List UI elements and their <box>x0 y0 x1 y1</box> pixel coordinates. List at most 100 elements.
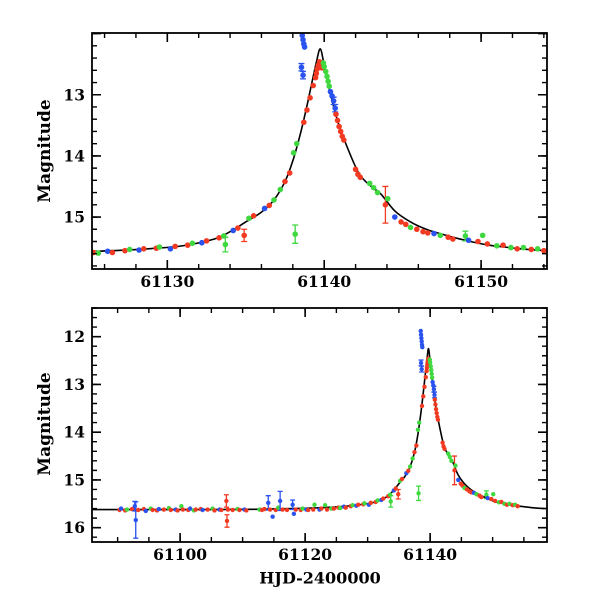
data-point-r <box>193 507 198 512</box>
x-tick-label: 61100 <box>153 545 207 564</box>
data-point-r <box>341 137 347 143</box>
data-point-r <box>420 228 426 235</box>
y-tick-label: 13 <box>63 85 85 104</box>
data-point-r <box>293 507 298 512</box>
data-point-b <box>300 36 306 43</box>
data-point-r <box>475 238 481 245</box>
data-point-g <box>446 451 451 456</box>
data-point-r <box>129 506 135 512</box>
data-point-r <box>336 123 342 130</box>
data-point-b <box>430 379 435 385</box>
data-point-r <box>224 518 230 524</box>
data-point-g <box>324 73 330 80</box>
data-point-b <box>485 495 490 501</box>
data-point-b <box>301 44 308 50</box>
data-point-r <box>237 507 242 513</box>
data-point-r <box>312 74 319 81</box>
data-point-g <box>453 463 458 468</box>
data-point-g <box>449 458 454 464</box>
data-point-b <box>143 508 148 514</box>
data-point-r <box>205 507 210 512</box>
data-point-r <box>357 174 364 181</box>
x-axis-label: HJD-2400000 <box>259 568 381 588</box>
data-point-r <box>424 230 431 236</box>
data-point-b <box>431 386 437 392</box>
data-point-r <box>304 107 310 113</box>
data-point-b <box>299 33 306 39</box>
data-point-r <box>356 502 361 507</box>
data-point-b <box>465 237 472 244</box>
data-point-b <box>419 339 424 344</box>
y-tick-label: 15 <box>63 470 85 489</box>
data-point-r <box>413 226 420 233</box>
data-point-r <box>122 247 128 254</box>
data-point-r <box>168 507 173 513</box>
data-point-r <box>398 219 404 225</box>
data-point-b <box>290 502 295 507</box>
model-curve <box>92 48 547 253</box>
data-point-r <box>421 394 426 399</box>
data-point-r <box>262 506 267 512</box>
data-point-r <box>235 225 241 231</box>
data-point-g <box>374 189 381 196</box>
data-point-r <box>433 407 439 412</box>
data-point-r <box>382 202 389 208</box>
data-point-r <box>435 417 441 422</box>
data-point-r <box>307 95 313 101</box>
data-point-r <box>396 492 401 497</box>
data-point-r <box>203 238 210 244</box>
data-point-g <box>427 360 433 365</box>
bottom-panel-plot-area <box>92 328 547 539</box>
data-point-r <box>484 241 491 247</box>
data-point-r <box>184 242 191 248</box>
data-point-r <box>406 468 411 474</box>
data-point-r <box>368 500 373 506</box>
data-point-b <box>419 335 424 341</box>
data-point-b <box>332 105 338 111</box>
data-point-g <box>491 492 496 497</box>
x-tick-label: 61140 <box>297 272 351 291</box>
data-point-r <box>500 242 506 248</box>
data-point-g <box>429 367 434 373</box>
y-axis-label-bottom: Magnitude <box>35 372 55 476</box>
data-point-g <box>189 240 196 247</box>
data-point-r <box>381 496 386 501</box>
data-point-b <box>431 230 437 237</box>
data-point-b <box>199 239 205 246</box>
data-point-r <box>541 247 547 254</box>
data-point-g <box>337 505 343 511</box>
x-tick-label: 61140 <box>403 545 457 564</box>
data-point-g <box>276 505 281 510</box>
data-point-b <box>432 392 437 398</box>
data-point-g <box>271 197 277 203</box>
data-point-g <box>447 454 453 460</box>
data-point-g <box>292 231 298 237</box>
data-point-r <box>440 440 445 445</box>
data-point-r <box>250 213 257 219</box>
data-point-r <box>414 443 419 448</box>
data-point-r <box>284 507 290 513</box>
data-point-r <box>337 128 344 135</box>
data-point-b <box>418 360 424 366</box>
data-point-b <box>266 500 271 506</box>
data-point-r <box>230 507 235 513</box>
data-point-r <box>424 365 430 370</box>
data-point-g <box>407 464 413 469</box>
data-point-r <box>306 507 311 513</box>
data-point-g <box>95 250 102 256</box>
data-point-r <box>450 236 456 242</box>
data-point-g <box>366 180 373 187</box>
data-point-g <box>520 244 527 251</box>
y-tick-label: 12 <box>63 327 85 346</box>
data-point-g <box>246 215 252 222</box>
data-point-r <box>172 243 178 250</box>
data-point-b <box>200 507 205 513</box>
data-point-b <box>420 344 425 350</box>
data-point-b <box>167 246 174 252</box>
data-point-r <box>445 234 451 241</box>
data-point-g <box>508 244 514 251</box>
data-point-g <box>416 420 422 425</box>
data-point-g <box>156 244 163 250</box>
